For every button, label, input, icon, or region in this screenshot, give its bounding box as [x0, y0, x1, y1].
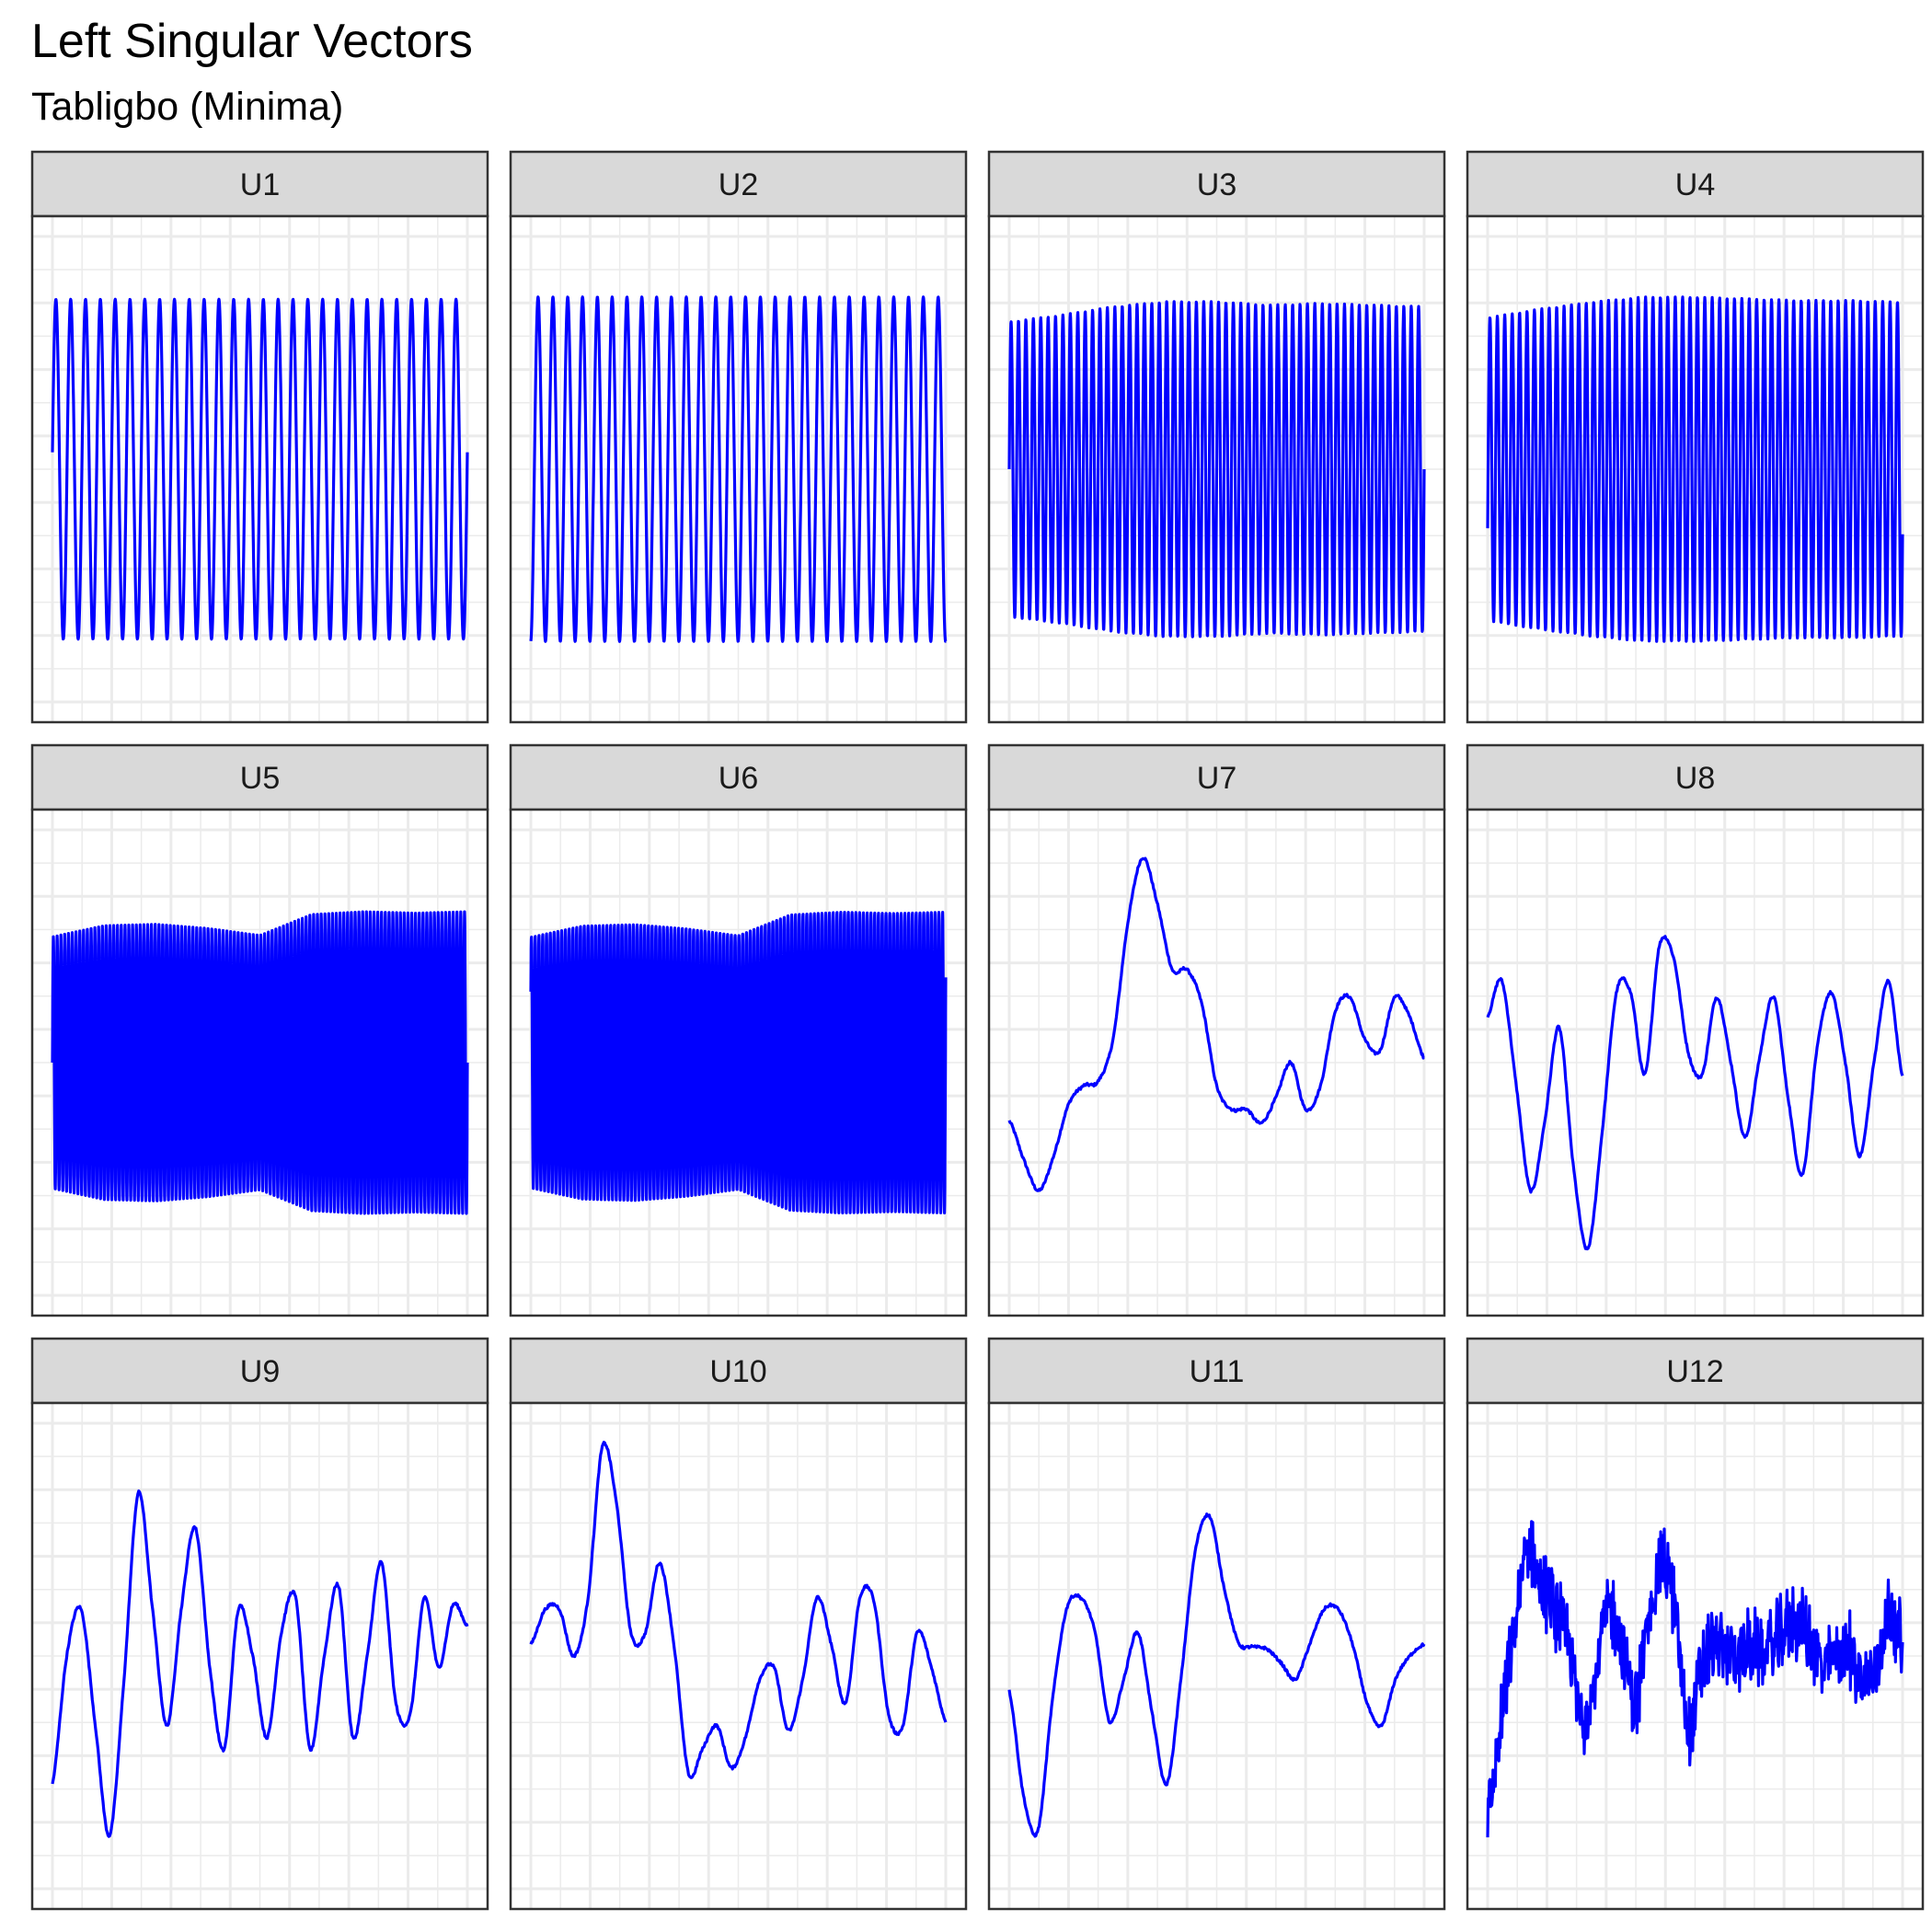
facet-label: U1	[240, 167, 280, 202]
panel-u11: U11	[987, 1337, 1446, 1911]
series-line-u1	[51, 297, 469, 641]
series-line-u10	[529, 1441, 948, 1779]
panel-border	[987, 808, 1446, 1317]
facet-strip	[987, 150, 1446, 218]
facet-label: U8	[1675, 761, 1715, 796]
panel-u9: U9	[30, 1337, 489, 1911]
panel-u2: U2	[509, 150, 968, 724]
facet-label: U12	[1666, 1354, 1723, 1389]
panel-border	[509, 1401, 968, 1911]
series-line-u11	[1007, 1512, 1426, 1838]
panel-u8: U8	[1466, 743, 1925, 1317]
chart-title: Left Singular Vectors	[31, 15, 473, 68]
series-line-u5	[51, 910, 469, 1215]
facet-label: U7	[1197, 761, 1236, 796]
panel-u1: U1	[30, 150, 489, 724]
panel-u6: U6	[509, 743, 968, 1317]
panel-border	[987, 1401, 1446, 1911]
facet-label: U4	[1675, 167, 1715, 202]
facet-label: U2	[719, 167, 758, 202]
facet-label: U6	[719, 761, 758, 796]
facet-label: U3	[1197, 167, 1236, 202]
panel-u12: U12	[1466, 1337, 1925, 1911]
facet-strip	[509, 743, 968, 811]
panel-border	[1466, 808, 1925, 1317]
chart-subtitle: Tabligbo (Minima)	[31, 85, 344, 129]
panel-u4: U4	[1466, 150, 1925, 724]
series-line-u9	[51, 1489, 469, 1838]
panel-u10: U10	[509, 1337, 968, 1911]
series-line-u3	[1007, 300, 1426, 638]
panel-border	[987, 214, 1446, 724]
facet-label: U10	[709, 1354, 766, 1389]
panel-border	[509, 808, 968, 1317]
facet-strip	[509, 150, 968, 218]
series-line-u4	[1486, 295, 1904, 643]
facet-strip	[987, 743, 1446, 811]
panel-u7: U7	[987, 743, 1446, 1317]
panel-border	[509, 214, 968, 724]
panel-u5: U5	[30, 743, 489, 1317]
panel-border	[30, 214, 489, 724]
series-line-u7	[1007, 857, 1425, 1192]
facet-label: U9	[240, 1354, 280, 1389]
series-line-u12	[1486, 1520, 1904, 1838]
facet-label: U11	[1190, 1354, 1245, 1389]
facet-strip	[1466, 743, 1925, 811]
panel-border	[30, 808, 489, 1317]
panel-border	[1466, 214, 1925, 724]
series-line-u6	[529, 911, 948, 1214]
facet-strip	[30, 743, 489, 811]
facet-label: U5	[240, 761, 280, 796]
panel-border	[1466, 1401, 1925, 1911]
series-line-u2	[529, 295, 948, 643]
panel-border	[30, 1401, 489, 1911]
series-line-u8	[1486, 935, 1904, 1251]
panel-u3: U3	[987, 150, 1446, 724]
facet-strip	[1466, 1337, 1925, 1405]
